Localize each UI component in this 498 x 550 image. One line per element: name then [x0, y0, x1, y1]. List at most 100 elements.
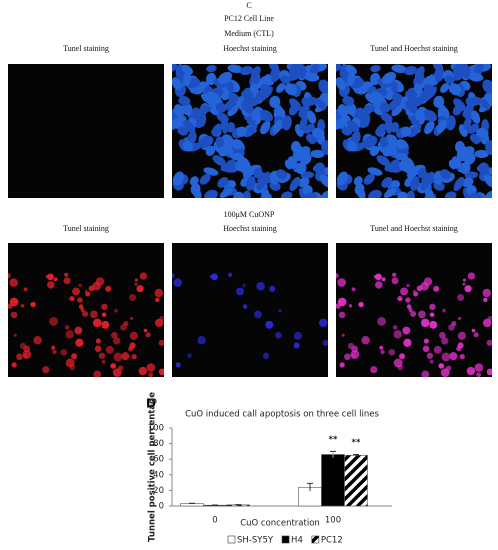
- nucleus: [234, 160, 245, 172]
- nucleus: [446, 365, 452, 371]
- nucleus: [10, 311, 18, 319]
- nucleus: [420, 178, 431, 191]
- nucleus: [264, 73, 272, 87]
- nucleus: [462, 278, 467, 282]
- nucleus: [217, 71, 233, 85]
- nucleus: [465, 97, 474, 108]
- significance: **: [352, 438, 361, 448]
- condition-label: Medium (CTL): [224, 29, 274, 38]
- nucleus: [42, 366, 50, 374]
- nucleus: [80, 307, 85, 312]
- nucleus: [322, 339, 328, 346]
- nucleus: [254, 310, 262, 319]
- nucleus: [350, 350, 360, 360]
- nucleus: [453, 176, 465, 192]
- condition-label: 100μM CuONP: [224, 210, 275, 219]
- nucleus: [413, 83, 423, 95]
- nucleus: [336, 273, 339, 279]
- nucleus: [448, 324, 455, 331]
- nucleus: [289, 98, 302, 111]
- nucleus: [249, 83, 259, 95]
- nucleus: [265, 320, 274, 329]
- nucleus: [181, 64, 193, 75]
- nucleus: [453, 98, 466, 111]
- nucleus: [459, 353, 465, 360]
- column-label: Tunel staining: [63, 224, 109, 233]
- nucleus: [129, 331, 139, 340]
- nucleus: [47, 273, 54, 281]
- nucleus: [423, 109, 437, 122]
- nucleus: [230, 152, 245, 161]
- column-label: Hoechst staining: [223, 224, 277, 233]
- nucleus: [276, 83, 286, 93]
- nucleus: [312, 127, 325, 139]
- nucleus: [182, 140, 194, 152]
- y-tick-label: 60: [153, 455, 164, 465]
- nucleus: [228, 272, 233, 277]
- nucleus: [120, 324, 127, 331]
- nucleus: [397, 191, 408, 198]
- nucleus: [224, 100, 234, 111]
- bar: [321, 454, 345, 507]
- nucleus: [242, 90, 253, 104]
- nucleus: [375, 281, 383, 289]
- nucleus: [347, 342, 355, 350]
- nucleus: [101, 303, 108, 311]
- nucleus: [362, 135, 378, 148]
- nucleus: [370, 366, 378, 374]
- nucleus: [424, 120, 435, 135]
- nucleus: [241, 100, 254, 114]
- nucleus: [9, 297, 19, 307]
- y-tick-label: 20: [153, 486, 164, 496]
- nucleus: [276, 169, 287, 180]
- nucleus: [64, 325, 70, 330]
- nucleus: [259, 84, 272, 94]
- nucleus: [486, 339, 492, 346]
- nucleus: [438, 363, 445, 369]
- nucleus: [436, 119, 447, 134]
- nucleus: [90, 310, 98, 319]
- nucleus: [402, 326, 411, 335]
- nucleus: [198, 135, 214, 148]
- nucleus: [448, 83, 462, 96]
- nucleus: [363, 173, 375, 185]
- nucleus: [241, 190, 251, 198]
- nucleus: [284, 159, 293, 170]
- nucleus: [289, 176, 301, 192]
- nucleus: [448, 159, 457, 170]
- nucleus: [410, 176, 420, 191]
- nucleus: [215, 102, 227, 113]
- nucleus: [423, 277, 433, 286]
- nucleus: [16, 353, 23, 361]
- nucleus: [457, 331, 467, 340]
- nucleus: [473, 332, 479, 338]
- nucleus: [9, 278, 18, 287]
- nucleus: [197, 335, 206, 345]
- nucleus: [207, 91, 221, 103]
- nucleus: [438, 104, 447, 115]
- nucleus: [146, 363, 156, 372]
- nucleus: [158, 339, 164, 346]
- nucleus: [316, 99, 327, 110]
- nucleus: [351, 287, 356, 292]
- nucleus: [433, 67, 445, 82]
- nucleus: [468, 72, 484, 82]
- nucleus: [415, 109, 425, 121]
- nucleus: [393, 330, 402, 339]
- nucleus: [339, 362, 345, 368]
- nucleus: [368, 189, 382, 198]
- nucleus: [377, 316, 387, 326]
- nucleus: [236, 287, 245, 296]
- nucleus: [282, 115, 292, 131]
- nucleus: [75, 338, 84, 347]
- nucleus: [199, 173, 211, 185]
- nucleus: [172, 77, 182, 91]
- nucleus: [442, 308, 446, 313]
- nucleus: [72, 287, 81, 296]
- nucleus: [239, 66, 254, 76]
- nucleus: [429, 320, 438, 329]
- nucleus: [454, 140, 465, 153]
- nucleus: [464, 285, 472, 293]
- nucleus: [82, 310, 89, 317]
- nucleus: [405, 297, 411, 303]
